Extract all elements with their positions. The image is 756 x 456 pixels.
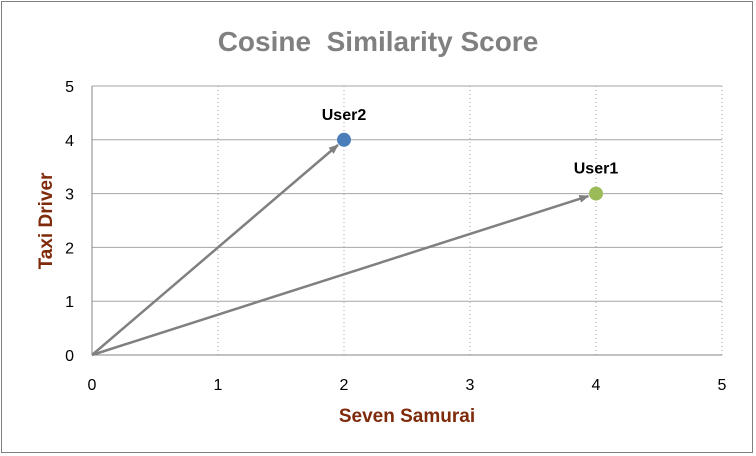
x-tick-label-2: 2: [340, 377, 349, 394]
chart-title: Cosine Similarity Score: [218, 26, 539, 57]
y-axis-title: Taxi Driver: [36, 172, 57, 269]
arrow-user2: [91, 144, 339, 356]
grid: [92, 85, 723, 355]
plot-area: [92, 86, 722, 355]
arrows: [91, 144, 590, 357]
x-tick-label-3: 3: [466, 377, 475, 394]
arrow-user1: [91, 194, 590, 357]
x-tick-label-5: 5: [718, 377, 727, 394]
x-axis-title: Seven Samurai: [339, 406, 475, 427]
x-tick-label-1: 1: [214, 377, 223, 394]
axes: [91, 86, 722, 356]
point-user1: [589, 186, 603, 201]
point-label-user1: User1: [574, 161, 619, 178]
tick-labels: 0 1 2 3 4 5 0 1 2 3 4 5: [65, 79, 726, 394]
point-label-user2: User2: [322, 107, 367, 124]
x-tick-label-0: 0: [88, 377, 97, 394]
point-user2: [337, 132, 351, 147]
x-tick-label-4: 4: [592, 377, 601, 394]
y-tick-label-4: 4: [65, 133, 74, 150]
y-tick-label-1: 1: [65, 294, 74, 311]
data-points: User2 User1: [322, 107, 619, 201]
y-tick-label-3: 3: [65, 187, 74, 204]
y-tick-label-2: 2: [65, 240, 74, 257]
y-tick-label-5: 5: [65, 79, 74, 96]
y-tick-label-0: 0: [65, 348, 74, 365]
